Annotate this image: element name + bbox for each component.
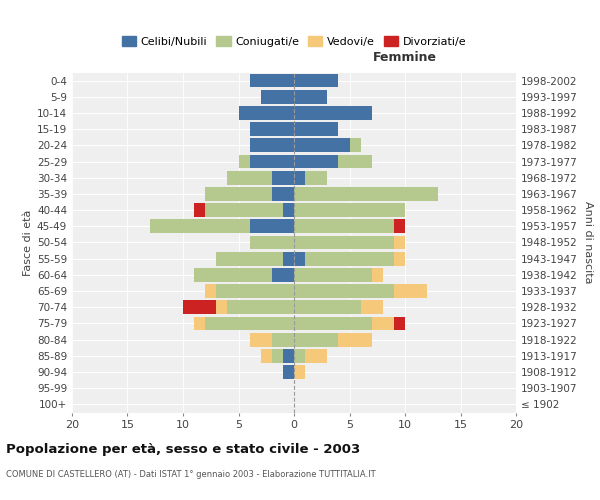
Bar [260,349,272,362]
Bar [150,220,250,233]
Bar [272,349,283,362]
Bar [250,74,294,88]
Bar [205,316,294,330]
Bar [183,300,216,314]
Legend: Celibi/Nubili, Coniugati/e, Vedovi/e, Divorziati/e: Celibi/Nubili, Coniugati/e, Vedovi/e, Di… [119,34,469,49]
Bar [194,268,272,282]
Bar [250,122,294,136]
Bar [250,333,272,346]
Bar [205,284,216,298]
Bar [394,252,405,266]
Bar [272,333,294,346]
Bar [294,300,361,314]
Bar [239,154,250,168]
Y-axis label: Anni di nascita: Anni di nascita [583,201,593,284]
Bar [338,333,372,346]
Bar [283,365,294,379]
Bar [272,171,294,184]
Bar [349,138,361,152]
Bar [250,236,294,250]
Bar [294,138,349,152]
Bar [294,203,405,217]
Text: COMUNE DI CASTELLERO (AT) - Dati ISTAT 1° gennaio 2003 - Elaborazione TUTTITALIA: COMUNE DI CASTELLERO (AT) - Dati ISTAT 1… [6,470,376,479]
Bar [372,268,383,282]
Bar [239,106,294,120]
Bar [305,252,394,266]
Bar [205,203,283,217]
Bar [205,187,272,201]
Bar [372,316,394,330]
Bar [294,122,338,136]
Bar [305,171,328,184]
Bar [283,252,294,266]
Bar [294,252,305,266]
Bar [250,138,294,152]
Text: Popolazione per età, sesso e stato civile - 2003: Popolazione per età, sesso e stato civil… [6,442,360,456]
Bar [294,154,338,168]
Bar [283,203,294,217]
Bar [338,154,372,168]
Bar [294,284,394,298]
Bar [260,90,294,104]
Bar [250,154,294,168]
Bar [294,74,338,88]
Bar [227,171,272,184]
Bar [216,284,294,298]
Bar [294,187,438,201]
Bar [394,236,405,250]
Bar [294,333,338,346]
Bar [272,268,294,282]
Bar [361,300,383,314]
Bar [294,316,372,330]
Bar [294,365,305,379]
Bar [294,90,328,104]
Bar [194,316,205,330]
Bar [294,106,372,120]
Bar [294,236,394,250]
Bar [272,187,294,201]
Bar [194,203,205,217]
Bar [250,220,294,233]
Bar [216,252,283,266]
Bar [227,300,294,314]
Bar [294,220,394,233]
Bar [305,349,328,362]
Bar [394,316,405,330]
Bar [294,349,305,362]
Bar [394,220,405,233]
Bar [394,284,427,298]
Text: Femmine: Femmine [373,51,437,64]
Bar [294,268,372,282]
Bar [283,349,294,362]
Bar [294,171,305,184]
Bar [216,300,227,314]
Y-axis label: Fasce di età: Fasce di età [23,210,33,276]
